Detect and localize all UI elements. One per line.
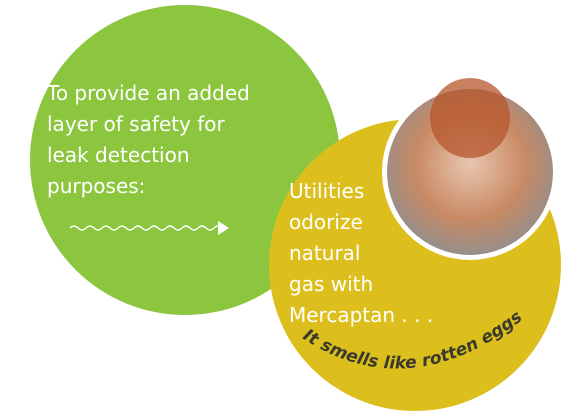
text-line: layer of safety for <box>47 112 226 136</box>
text-line: gas with <box>289 272 373 296</box>
text-line: leak detection <box>47 143 190 167</box>
text-line: odorize <box>289 210 363 234</box>
infographic: To provide an added layer of safety for le… <box>0 0 588 414</box>
page: To provide an added layer of safety for le… <box>0 0 588 414</box>
text-line: Mercaptan . . . <box>289 303 433 327</box>
text-line: Utilities <box>289 179 364 203</box>
text-line: natural <box>289 241 360 265</box>
text-line: To provide an added <box>46 81 250 105</box>
photo-hair <box>430 78 510 158</box>
text-line: purposes: <box>47 174 145 198</box>
